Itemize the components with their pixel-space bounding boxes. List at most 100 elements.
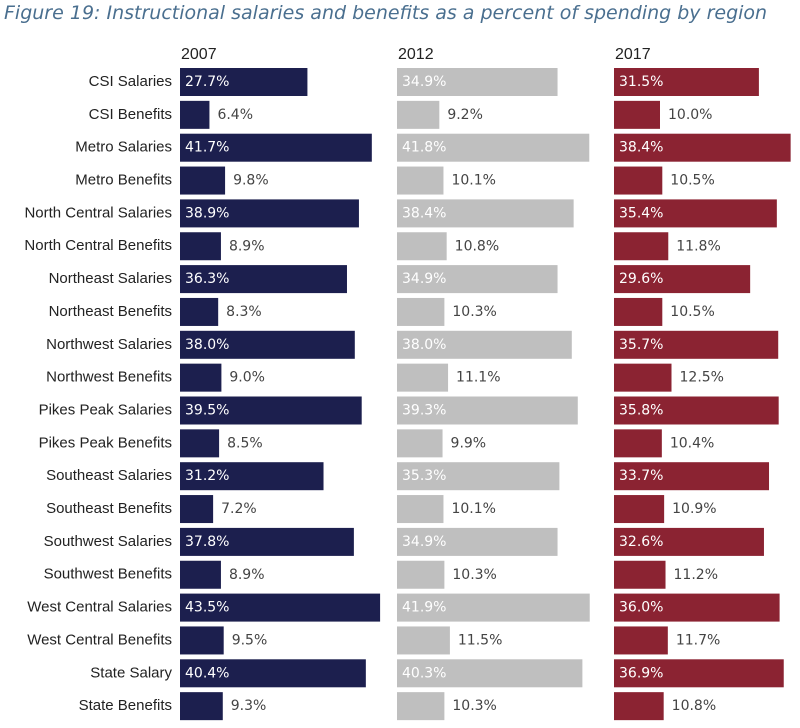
category-label: Pikes Peak Salaries xyxy=(39,401,172,418)
data-label: 11.5% xyxy=(458,632,502,648)
bar xyxy=(180,396,362,425)
bar xyxy=(614,166,663,195)
data-label: 10.5% xyxy=(670,173,714,189)
data-label: 38.4% xyxy=(619,140,663,156)
bar xyxy=(614,297,663,326)
data-label: 8.9% xyxy=(229,567,265,583)
data-label: 9.8% xyxy=(233,173,269,189)
bar xyxy=(397,133,590,162)
category-label: West Central Salaries xyxy=(27,599,172,616)
bar xyxy=(397,100,440,129)
data-label: 43.5% xyxy=(185,600,229,616)
data-label: 10.8% xyxy=(455,238,499,254)
data-label: 10.1% xyxy=(451,501,495,517)
category-label: Southeast Salaries xyxy=(46,467,172,484)
panel-header: 2007 xyxy=(181,46,217,63)
category-label: State Salary xyxy=(90,664,172,681)
bar xyxy=(397,199,574,228)
data-label: 34.9% xyxy=(402,534,446,550)
bar xyxy=(180,199,359,228)
bar xyxy=(397,68,558,96)
data-label: 10.5% xyxy=(670,304,714,320)
data-label: 8.9% xyxy=(229,238,265,254)
bar xyxy=(614,527,764,556)
bar xyxy=(180,232,221,261)
data-label: 10.3% xyxy=(452,567,496,583)
bar xyxy=(614,100,660,129)
data-label: 35.7% xyxy=(619,337,663,353)
bar xyxy=(614,330,779,359)
figure-title: Figure 19: Instructional salaries and be… xyxy=(4,2,768,24)
bar xyxy=(397,166,444,195)
bar xyxy=(614,429,662,458)
bar xyxy=(397,232,447,261)
data-label: 10.0% xyxy=(668,107,712,123)
data-label: 10.4% xyxy=(670,435,714,451)
data-label: 36.9% xyxy=(619,665,663,681)
bar xyxy=(397,396,578,425)
bar xyxy=(614,626,668,655)
data-label: 7.2% xyxy=(221,501,257,517)
panel-header: 2017 xyxy=(615,46,651,63)
bar xyxy=(180,265,347,294)
data-label: 8.3% xyxy=(226,304,262,320)
data-label: 29.6% xyxy=(619,271,663,287)
data-label: 9.5% xyxy=(232,632,268,648)
data-label: 38.4% xyxy=(402,205,446,221)
bar xyxy=(397,560,445,589)
data-label: 31.2% xyxy=(185,468,229,484)
bar xyxy=(180,527,354,556)
bar xyxy=(614,560,666,589)
data-label: 27.7% xyxy=(185,74,229,90)
bar xyxy=(180,68,308,96)
data-label: 38.0% xyxy=(402,337,446,353)
bar xyxy=(180,692,223,721)
bar xyxy=(180,330,355,359)
data-label: 11.2% xyxy=(674,567,718,583)
data-label: 40.3% xyxy=(402,665,446,681)
data-label: 32.6% xyxy=(619,534,663,550)
data-label: 34.9% xyxy=(402,271,446,287)
bar xyxy=(180,560,221,589)
data-label: 36.3% xyxy=(185,271,229,287)
data-label: 12.5% xyxy=(680,370,724,386)
bar xyxy=(397,363,449,392)
data-label: 8.5% xyxy=(227,435,263,451)
bar xyxy=(180,593,381,622)
bar xyxy=(180,429,220,458)
bar xyxy=(397,626,450,655)
bar xyxy=(180,297,219,326)
bar xyxy=(397,692,445,721)
bar xyxy=(180,462,324,491)
bar xyxy=(614,659,784,688)
category-label: Northeast Salaries xyxy=(49,270,172,287)
bar xyxy=(180,166,226,195)
data-label: 10.1% xyxy=(451,173,495,189)
category-label: Southeast Benefits xyxy=(46,500,172,517)
data-label: 38.9% xyxy=(185,205,229,221)
bar xyxy=(180,363,222,392)
bar xyxy=(614,462,770,491)
data-label: 11.1% xyxy=(456,370,500,386)
category-label: Pikes Peak Benefits xyxy=(39,434,172,451)
bar xyxy=(397,593,590,622)
data-label: 39.3% xyxy=(402,403,446,419)
data-label: 35.3% xyxy=(402,468,446,484)
bar xyxy=(614,133,791,162)
bar xyxy=(614,363,672,392)
data-label: 41.8% xyxy=(402,140,446,156)
data-label: 40.4% xyxy=(185,665,229,681)
panel-header: 2012 xyxy=(398,46,434,63)
bar xyxy=(180,100,210,129)
category-label: North Central Benefits xyxy=(24,237,172,254)
bar xyxy=(180,495,214,524)
bar xyxy=(614,199,777,228)
data-label: 11.7% xyxy=(676,632,720,648)
bar xyxy=(397,330,572,359)
data-label: 9.2% xyxy=(447,107,483,123)
data-label: 9.3% xyxy=(231,698,267,714)
category-label: CSI Salaries xyxy=(89,73,172,90)
data-label: 9.0% xyxy=(229,370,265,386)
category-label: Northeast Benefits xyxy=(49,303,172,320)
category-label: CSI Benefits xyxy=(89,106,172,123)
